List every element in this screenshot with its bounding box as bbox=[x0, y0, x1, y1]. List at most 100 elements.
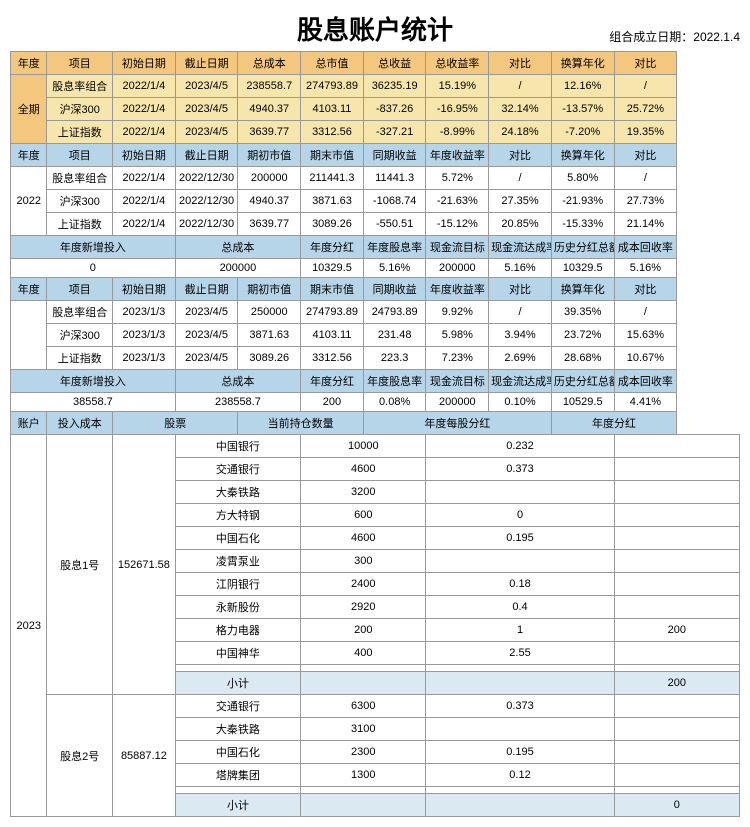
cell: 23.72% bbox=[551, 324, 614, 347]
cell: 2022/12/30 bbox=[175, 190, 238, 213]
cell: 0.08% bbox=[363, 393, 426, 412]
cell: 大秦铁路 bbox=[175, 718, 300, 741]
cell: 对比 bbox=[614, 52, 677, 75]
cell: 总成本 bbox=[175, 370, 300, 393]
main-table: 年度项目初始日期截止日期总成本总市值总收益总收益率对比换算年化对比全期股息率组合… bbox=[10, 51, 740, 817]
cell: 期末市值 bbox=[301, 144, 364, 167]
cell: 项目 bbox=[47, 278, 113, 301]
cell bbox=[175, 787, 300, 794]
cell: 总收益率 bbox=[426, 52, 489, 75]
cell: 27.35% bbox=[489, 190, 552, 213]
cell: 2920 bbox=[301, 596, 426, 619]
cell: 历史分红总额 bbox=[551, 370, 614, 393]
cell: 年度分红 bbox=[301, 236, 364, 259]
cell: 对比 bbox=[489, 278, 552, 301]
cell: 换算年化 bbox=[551, 278, 614, 301]
cell: -21.93% bbox=[551, 190, 614, 213]
cell: 238558.7 bbox=[175, 393, 300, 412]
cell: 0 bbox=[614, 794, 739, 817]
cell: 2022/1/4 bbox=[113, 213, 176, 236]
cell bbox=[614, 481, 739, 504]
cell: 4103.11 bbox=[301, 324, 364, 347]
cell: 274793.89 bbox=[301, 301, 364, 324]
cell: 0.195 bbox=[426, 527, 614, 550]
cell bbox=[301, 672, 426, 695]
cell: 3871.63 bbox=[301, 190, 364, 213]
cell: 股息率组合 bbox=[47, 167, 113, 190]
cell bbox=[614, 741, 739, 764]
cell: 同期收益 bbox=[363, 278, 426, 301]
cell: 24793.89 bbox=[363, 301, 426, 324]
cell: 238558.7 bbox=[238, 75, 301, 98]
cell: 交通银行 bbox=[175, 458, 300, 481]
cell: 当前持仓数量 bbox=[238, 412, 363, 435]
cell: 年度分红 bbox=[301, 370, 364, 393]
cell: / bbox=[489, 167, 552, 190]
cell: 0.373 bbox=[426, 695, 614, 718]
cell: 股息率组合 bbox=[47, 75, 113, 98]
cell: 5.16% bbox=[489, 259, 552, 278]
cell: 对比 bbox=[614, 278, 677, 301]
cell: 2023/4/5 bbox=[175, 324, 238, 347]
cell: 36235.19 bbox=[363, 75, 426, 98]
cell: 0.4 bbox=[426, 596, 614, 619]
cell: 25.72% bbox=[614, 98, 677, 121]
cell: 现金流达成率 bbox=[489, 370, 552, 393]
cell: 2.55 bbox=[426, 642, 614, 665]
cell: 3089.26 bbox=[301, 213, 364, 236]
cell: 成本回收率 bbox=[614, 236, 677, 259]
cell bbox=[614, 504, 739, 527]
cell: / bbox=[489, 301, 552, 324]
cell: 年度新增投入 bbox=[11, 236, 176, 259]
cell: 5.16% bbox=[363, 259, 426, 278]
cell bbox=[614, 550, 739, 573]
cell: 3100 bbox=[301, 718, 426, 741]
cell: 32.14% bbox=[489, 98, 552, 121]
cell: 2022/1/4 bbox=[113, 190, 176, 213]
cell: 年度分红 bbox=[551, 412, 676, 435]
cell: 19.35% bbox=[614, 121, 677, 144]
cell: 39.35% bbox=[551, 301, 614, 324]
cell: 股息2号 bbox=[47, 695, 113, 817]
cell: 38558.7 bbox=[11, 393, 176, 412]
cell: -13.57% bbox=[551, 98, 614, 121]
cell: 小计 bbox=[175, 672, 300, 695]
cell: 年度 bbox=[11, 52, 47, 75]
cell: 152671.58 bbox=[113, 435, 176, 695]
cell: 200 bbox=[301, 393, 364, 412]
cell: 2023/1/3 bbox=[113, 301, 176, 324]
cell: 2023/4/5 bbox=[175, 347, 238, 370]
cell: 年度股息率 bbox=[363, 236, 426, 259]
cell: 对比 bbox=[614, 144, 677, 167]
cell: 4940.37 bbox=[238, 98, 301, 121]
cell: 4600 bbox=[301, 458, 426, 481]
cell: 2022/12/30 bbox=[175, 167, 238, 190]
cell: 大秦铁路 bbox=[175, 481, 300, 504]
cell: 1 bbox=[426, 619, 614, 642]
cell: 250000 bbox=[238, 301, 301, 324]
cell: 小计 bbox=[175, 794, 300, 817]
cell bbox=[614, 435, 739, 458]
cell: 总收益 bbox=[363, 52, 426, 75]
cell: 沪深300 bbox=[47, 98, 113, 121]
cell bbox=[614, 695, 739, 718]
cell: 231.48 bbox=[363, 324, 426, 347]
cell: 15.19% bbox=[426, 75, 489, 98]
cell: 年度股息率 bbox=[363, 370, 426, 393]
cell bbox=[175, 665, 300, 672]
cell: 200000 bbox=[426, 259, 489, 278]
cell: -8.99% bbox=[426, 121, 489, 144]
cell: -21.63% bbox=[426, 190, 489, 213]
cell: 初始日期 bbox=[113, 144, 176, 167]
cell: / bbox=[614, 75, 677, 98]
cell: 年度每股分红 bbox=[363, 412, 551, 435]
cell: 10329.5 bbox=[301, 259, 364, 278]
cell: -1068.74 bbox=[363, 190, 426, 213]
cell: / bbox=[489, 75, 552, 98]
cell bbox=[301, 794, 426, 817]
cell: 0.18 bbox=[426, 573, 614, 596]
cell: 21.14% bbox=[614, 213, 677, 236]
cell: 年度收益率 bbox=[426, 144, 489, 167]
cell: 600 bbox=[301, 504, 426, 527]
cell: 2023/4/5 bbox=[175, 301, 238, 324]
